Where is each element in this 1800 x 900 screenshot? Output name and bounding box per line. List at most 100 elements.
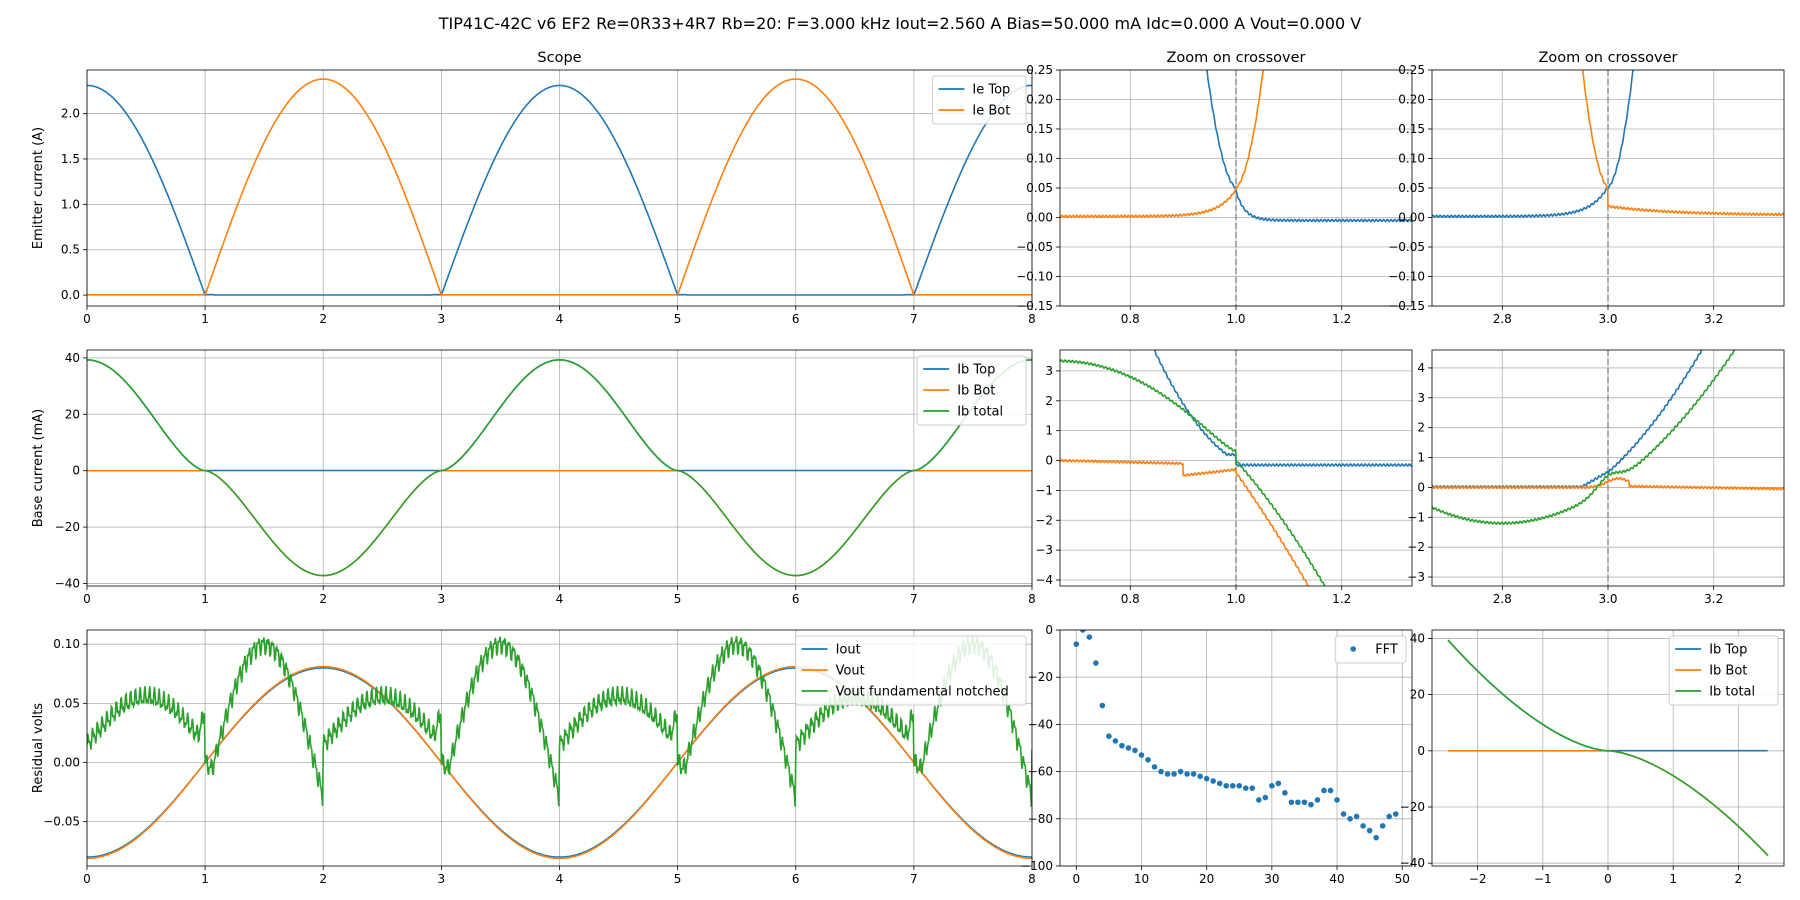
y-tick-label: 0.25 bbox=[1026, 63, 1053, 77]
x-tick-label: 3.0 bbox=[1598, 312, 1617, 326]
y-tick-label: 0.10 bbox=[1026, 152, 1053, 166]
axes-frame bbox=[1431, 69, 1785, 307]
y-axis-label: Base current (mA) bbox=[31, 409, 46, 528]
y-tick-label: −80 bbox=[1028, 812, 1053, 826]
x-tick-label: 0 bbox=[83, 592, 91, 606]
axes-frame bbox=[1059, 629, 1413, 867]
x-tick-label: 5 bbox=[674, 592, 682, 606]
fft-point bbox=[1112, 738, 1119, 744]
y-tick-label: 4 bbox=[1417, 361, 1425, 375]
fft-point bbox=[1295, 799, 1301, 806]
y-tick-label: 0.05 bbox=[1026, 181, 1053, 195]
y-tick-label: 0.15 bbox=[1026, 122, 1053, 136]
axes-title: Scope bbox=[537, 50, 581, 66]
fft-point bbox=[1132, 747, 1138, 754]
series-line-ib-bot bbox=[1432, 476, 1784, 491]
fft-point bbox=[1203, 775, 1210, 782]
legend-label: FFT bbox=[1375, 643, 1398, 658]
legend: Ie Top Ie Bot bbox=[931, 75, 1027, 125]
fft-point bbox=[1145, 757, 1151, 763]
y-tick-label: 0.10 bbox=[1398, 152, 1425, 166]
y-tick-label: 1 bbox=[1045, 424, 1053, 438]
y-tick-label: −1 bbox=[1407, 510, 1425, 524]
y-tick-label: −0.05 bbox=[1016, 240, 1053, 254]
fft-point bbox=[1086, 634, 1093, 640]
y-tick-label: −3 bbox=[1407, 570, 1425, 584]
x-tick-label: 3 bbox=[438, 872, 446, 886]
fft-point bbox=[1334, 797, 1340, 803]
fft-point bbox=[1379, 823, 1386, 829]
y-tick-label: 20 bbox=[65, 407, 80, 421]
axes-residual: 0 1 2 3 4 5 6 7 8 −0.05 0.00 0.05 0.10 Residual volts… bbox=[31, 629, 1036, 886]
axes-scope: 0 1 2 3 4 5 6 7 8 0.0 0.5 1.0 1.5 2.0 Scope Emitter cur… bbox=[31, 50, 1036, 326]
legend-label: Ib Bot bbox=[1709, 664, 1747, 679]
y-tick-label: 0.05 bbox=[53, 696, 80, 710]
fft-point bbox=[1151, 764, 1158, 770]
y-tick-label: 0.20 bbox=[1026, 93, 1053, 107]
y-tick-label: 20 bbox=[1410, 688, 1425, 702]
axes-frame bbox=[1431, 349, 1785, 587]
fft-point bbox=[1119, 742, 1125, 749]
x-tick-label: 8 bbox=[1028, 872, 1036, 886]
fft-point bbox=[1392, 811, 1399, 817]
fft-point bbox=[1242, 785, 1249, 791]
y-tick-label: −0.15 bbox=[1388, 299, 1425, 313]
y-tick-label: 0 bbox=[1417, 744, 1425, 758]
fft-point bbox=[1190, 771, 1197, 777]
x-tick-label: 8 bbox=[1028, 592, 1036, 606]
x-tick-label: 5 bbox=[674, 872, 682, 886]
y-tick-label: −40 bbox=[1028, 717, 1053, 731]
axes-zoom-ie-3: 2.8 3.0 3.2 −0.15 −0.10 −0.05 0.00 0.05 0.10 0.15… bbox=[1388, 50, 1785, 326]
axes-frame bbox=[1059, 69, 1413, 307]
x-tick-label: 40 bbox=[1329, 872, 1344, 886]
y-tick-label: 0.25 bbox=[1398, 63, 1425, 77]
x-tick-label: 7 bbox=[910, 872, 918, 886]
x-tick-label: 0 bbox=[83, 312, 91, 326]
legend-label: Vout fundamental notched bbox=[836, 685, 1009, 700]
y-tick-label: 40 bbox=[1410, 631, 1425, 645]
x-tick-label: 1.2 bbox=[1332, 592, 1351, 606]
y-tick-label: −40 bbox=[1400, 856, 1425, 870]
fft-point bbox=[1347, 816, 1353, 822]
y-tick-label: −1 bbox=[1035, 483, 1053, 497]
x-tick-label: 3.0 bbox=[1598, 592, 1617, 606]
axes-zoom-ib-1: 0.8 1.0 1.2 −4 −3 −2 −1 0 1 2 3 bbox=[1035, 349, 1413, 606]
axes-zoom-ie-1: 0.8 1.0 1.2 −0.15 −0.10 −0.05 0.00 0.05 0.10 0.15… bbox=[1016, 50, 1413, 326]
fft-point bbox=[1073, 641, 1080, 647]
fft-point bbox=[1158, 768, 1164, 775]
x-tick-label: 5 bbox=[674, 312, 682, 326]
series-line-ie-top bbox=[87, 84, 1032, 297]
axes-fft: 0 10 20 30 40 50 −100 −80 −60 −40 −20 0 FFT bbox=[1020, 623, 1413, 886]
axes-base: 0 1 2 3 4 5 6 7 8 −40 −20 0 20 40 Base current (mA) Ib … bbox=[31, 349, 1036, 606]
legend-label: Ib Top bbox=[957, 363, 995, 378]
y-tick-label: −3 bbox=[1035, 543, 1053, 557]
y-tick-label: 2.0 bbox=[61, 107, 80, 121]
x-tick-label: 3.2 bbox=[1704, 312, 1723, 326]
fft-point bbox=[1184, 771, 1190, 777]
fft-point bbox=[1229, 782, 1236, 789]
x-tick-label: 0 bbox=[83, 872, 91, 886]
legend: Ib Top Ib Bot Ib total bbox=[1668, 635, 1779, 706]
y-tick-label: −2 bbox=[1035, 513, 1053, 527]
y-tick-label: −20 bbox=[55, 520, 80, 534]
figure-suptitle: TIP41C-42C v6 EF2 Re=0R33+4R7 Rb=20: F=3… bbox=[438, 14, 1362, 33]
x-tick-label: 4 bbox=[556, 872, 564, 886]
axes-title: Zoom on crossover bbox=[1538, 50, 1677, 66]
axes-frame bbox=[86, 69, 1033, 307]
x-tick-label: 2.8 bbox=[1493, 312, 1512, 326]
fft-point bbox=[1249, 785, 1256, 791]
y-tick-label: 2 bbox=[1417, 421, 1425, 435]
y-tick-label: −0.05 bbox=[43, 815, 80, 829]
legend-label: Ib Bot bbox=[957, 384, 995, 399]
x-tick-label: 1 bbox=[201, 312, 209, 326]
series-line-vout bbox=[87, 665, 1032, 860]
x-tick-label: 0 bbox=[1604, 872, 1612, 886]
fft-point bbox=[1353, 813, 1360, 820]
fft-point bbox=[1366, 827, 1373, 834]
y-tick-label: 0 bbox=[72, 464, 80, 478]
series-line-ib-bot bbox=[1060, 458, 1310, 586]
y-tick-label: 0.5 bbox=[61, 243, 80, 257]
fft-point bbox=[1164, 771, 1171, 777]
legend: Ib Top Ib Bot Ib total bbox=[916, 355, 1027, 426]
